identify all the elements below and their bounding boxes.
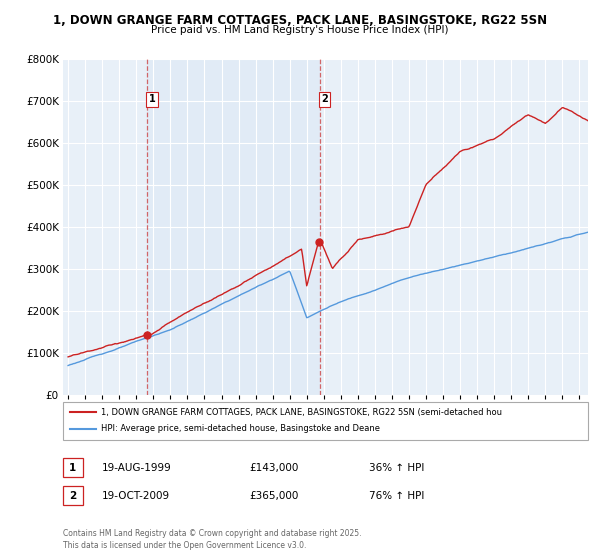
Text: 2: 2 xyxy=(321,94,328,104)
Text: HPI: Average price, semi-detached house, Basingstoke and Deane: HPI: Average price, semi-detached house,… xyxy=(101,424,380,433)
Text: Price paid vs. HM Land Registry's House Price Index (HPI): Price paid vs. HM Land Registry's House … xyxy=(151,25,449,35)
Text: 1, DOWN GRANGE FARM COTTAGES, PACK LANE, BASINGSTOKE, RG22 5SN: 1, DOWN GRANGE FARM COTTAGES, PACK LANE,… xyxy=(53,14,547,27)
Text: Contains HM Land Registry data © Crown copyright and database right 2025.
This d: Contains HM Land Registry data © Crown c… xyxy=(63,529,361,550)
Text: 76% ↑ HPI: 76% ↑ HPI xyxy=(369,491,424,501)
Text: £143,000: £143,000 xyxy=(249,463,298,473)
Text: 2: 2 xyxy=(69,491,77,501)
Text: 19-AUG-1999: 19-AUG-1999 xyxy=(102,463,172,473)
Bar xyxy=(147,59,320,395)
Text: £365,000: £365,000 xyxy=(249,491,298,501)
Text: 36% ↑ HPI: 36% ↑ HPI xyxy=(369,463,424,473)
Text: 1: 1 xyxy=(149,94,155,104)
Text: 19-OCT-2009: 19-OCT-2009 xyxy=(102,491,170,501)
Text: 1: 1 xyxy=(69,463,77,473)
Text: 1, DOWN GRANGE FARM COTTAGES, PACK LANE, BASINGSTOKE, RG22 5SN (semi-detached ho: 1, DOWN GRANGE FARM COTTAGES, PACK LANE,… xyxy=(101,408,502,417)
